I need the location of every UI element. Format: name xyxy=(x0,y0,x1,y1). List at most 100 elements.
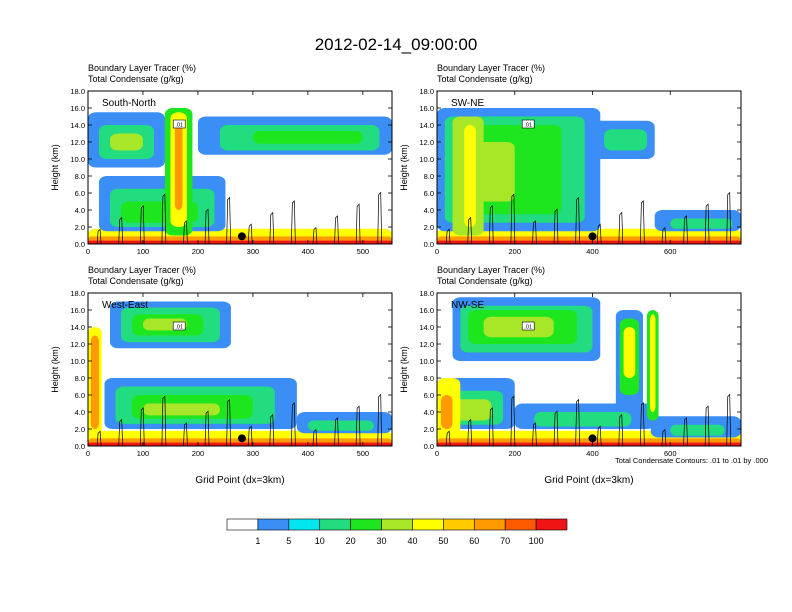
condensate-contours xyxy=(445,191,732,244)
colorbar-swatch xyxy=(257,518,290,531)
contour-line xyxy=(575,398,580,446)
colorbar-level-label: 10 xyxy=(315,536,325,546)
colorbar-level-label: 30 xyxy=(377,536,387,546)
field-patch xyxy=(440,395,453,429)
contour-line xyxy=(183,422,188,446)
contour-label: .01 xyxy=(175,325,183,331)
field-patch xyxy=(142,403,220,416)
contour-line xyxy=(640,402,645,446)
contour-line xyxy=(312,428,318,446)
field-patch xyxy=(109,133,143,151)
y-tick-label: 12.0 xyxy=(70,340,85,349)
x-tick-label: 500 xyxy=(357,449,370,458)
y-axis-label: Height (km) xyxy=(399,346,409,393)
contour-line xyxy=(488,407,494,446)
panel-west-east: 0.0 2.0 4.0 6.0 8.0 10.0 12.0 14.0 16.0 18.0 0 100 2… xyxy=(50,265,393,486)
contour-line xyxy=(247,223,253,244)
y-tick-label: 18.0 xyxy=(70,87,85,96)
y-axis-label: Height (km) xyxy=(50,144,60,191)
contour-line xyxy=(183,220,188,244)
location-marker xyxy=(237,434,246,443)
subtitle-condensate: Total Condensate (g/kg) xyxy=(437,276,533,286)
figure-title: 2012-02-14_09:00:00 xyxy=(315,35,478,54)
contour-label-box xyxy=(521,321,535,331)
colorbar-level-label: 50 xyxy=(438,536,448,546)
y-tick-label: 6.0 xyxy=(424,391,434,400)
contour-line xyxy=(596,223,602,244)
subtitle-condensate: Total Condensate (g/kg) xyxy=(437,74,533,84)
y-tick-label: 18.0 xyxy=(419,87,434,96)
contour-line xyxy=(575,196,580,244)
condensate-contours xyxy=(445,393,732,446)
y-tick-label: 2.0 xyxy=(75,223,85,232)
contour-line xyxy=(488,205,494,244)
x-tick-label: 300 xyxy=(247,247,260,256)
x-tick-label: 100 xyxy=(137,247,150,256)
contour-line xyxy=(269,211,275,244)
contour-line xyxy=(226,196,231,244)
colorbar-swatch xyxy=(412,518,444,531)
contour-footnote: Total Condensate Contours: .01 to .01 by… xyxy=(615,456,768,465)
y-tick-label: 6.0 xyxy=(424,189,434,198)
contour-line xyxy=(377,393,383,446)
contour-line xyxy=(640,200,645,244)
y-tick-label: 0.0 xyxy=(75,442,85,451)
contour-line xyxy=(291,402,296,446)
contour-line xyxy=(377,191,383,244)
contour-line xyxy=(445,228,451,244)
x-tick-label: 400 xyxy=(586,449,599,458)
colorbar-swatch xyxy=(381,518,413,531)
contour-label: .01 xyxy=(524,123,532,129)
contour-line xyxy=(96,430,102,446)
contour-line xyxy=(532,422,537,446)
contour-line xyxy=(704,203,710,244)
y-tick-label: 14.0 xyxy=(419,121,434,130)
y-tick-label: 8.0 xyxy=(424,172,434,181)
panel-sw-ne: 0.0 2.0 4.0 6.0 8.0 10.0 12.0 14.0 16.0 18.0 0 200 4… xyxy=(399,63,742,256)
x-tick-label: 200 xyxy=(192,449,205,458)
contour-line xyxy=(204,410,210,446)
y-tick-label: 4.0 xyxy=(75,206,85,215)
contour-label-box xyxy=(172,321,186,331)
colorbar-level-label: 100 xyxy=(529,536,544,546)
subtitle-tracer: Boundary Layer Tracer (%) xyxy=(437,63,545,73)
contour-line xyxy=(553,208,559,244)
contour-line xyxy=(510,193,516,244)
field-patch xyxy=(252,130,363,144)
plot-frame xyxy=(436,90,742,245)
contour-line xyxy=(334,215,339,244)
y-tick-label: 8.0 xyxy=(75,172,85,181)
contour-line xyxy=(139,205,145,244)
contour-line xyxy=(661,226,667,244)
contour-line xyxy=(334,417,339,446)
contour-line xyxy=(726,393,732,446)
colorbar: 1 5 10 20 30 40 50 60 70 100 xyxy=(226,518,568,546)
y-tick-label: 6.0 xyxy=(75,391,85,400)
y-tick-label: 4.0 xyxy=(424,206,434,215)
y-tick-label: 2.0 xyxy=(75,425,85,434)
y-tick-label: 16.0 xyxy=(70,306,85,315)
y-tick-label: 18.0 xyxy=(70,289,85,298)
subtitle-condensate: Total Condensate (g/kg) xyxy=(88,74,184,84)
subtitle-tracer: Boundary Layer Tracer (%) xyxy=(88,265,196,275)
y-tick-label: 12.0 xyxy=(419,138,434,147)
subtitle-tracer: Boundary Layer Tracer (%) xyxy=(88,63,196,73)
field-patch xyxy=(604,129,647,151)
contour-line xyxy=(355,203,361,244)
x-tick-label: 200 xyxy=(508,449,521,458)
contour-line xyxy=(204,208,210,244)
contour-line xyxy=(683,417,688,446)
y-tick-label: 8.0 xyxy=(424,374,434,383)
x-tick-label: 600 xyxy=(664,449,677,458)
contour-line xyxy=(247,425,253,446)
field-patch xyxy=(650,314,656,412)
x-tick-label: 400 xyxy=(586,247,599,256)
subtitle-condensate: Total Condensate (g/kg) xyxy=(88,276,184,286)
contour-line xyxy=(161,193,167,244)
plot-frame xyxy=(436,292,742,447)
contour-line xyxy=(161,395,167,446)
colorbar-swatch xyxy=(535,518,568,531)
contour-line xyxy=(96,228,102,244)
field-patch xyxy=(670,424,725,436)
